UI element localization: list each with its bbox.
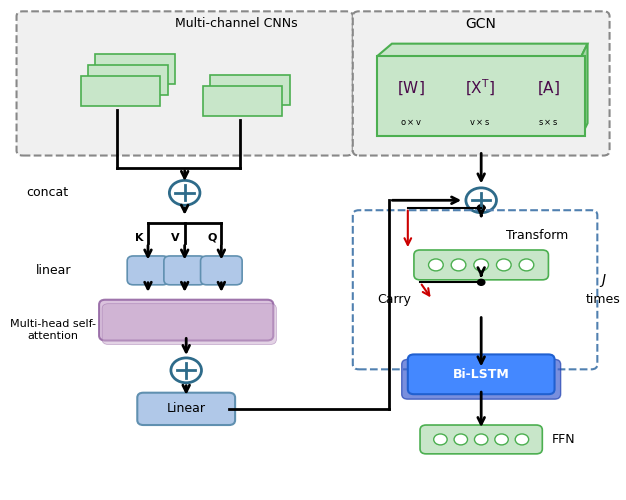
FancyBboxPatch shape — [414, 250, 548, 280]
Circle shape — [495, 434, 508, 445]
FancyBboxPatch shape — [402, 360, 561, 399]
Text: Bi-LSTM: Bi-LSTM — [453, 368, 510, 381]
FancyBboxPatch shape — [137, 392, 235, 425]
FancyBboxPatch shape — [88, 65, 168, 95]
Circle shape — [478, 205, 485, 210]
Text: times: times — [586, 293, 621, 306]
Circle shape — [466, 188, 496, 212]
Circle shape — [434, 434, 447, 445]
FancyBboxPatch shape — [203, 86, 282, 116]
Text: $\left[\mathrm{X}^{\mathrm{T}}\right]$: $\left[\mathrm{X}^{\mathrm{T}}\right]$ — [465, 78, 495, 98]
Text: $\mathrm{s \times s}$: $\mathrm{s \times s}$ — [538, 117, 559, 127]
Text: V: V — [171, 232, 180, 242]
FancyBboxPatch shape — [420, 425, 542, 454]
FancyBboxPatch shape — [95, 54, 175, 84]
Circle shape — [496, 259, 511, 271]
FancyBboxPatch shape — [102, 304, 276, 344]
Text: GCN: GCN — [466, 17, 496, 31]
Circle shape — [451, 259, 466, 271]
Circle shape — [478, 280, 485, 285]
Circle shape — [171, 358, 202, 383]
Text: $\left[\mathrm{A}\right]$: $\left[\mathrm{A}\right]$ — [537, 80, 560, 97]
FancyBboxPatch shape — [81, 76, 160, 106]
Circle shape — [515, 434, 529, 445]
Text: Multi-head self-
attention: Multi-head self- attention — [10, 320, 96, 341]
FancyBboxPatch shape — [210, 75, 290, 105]
Circle shape — [474, 259, 488, 271]
Circle shape — [454, 434, 468, 445]
Text: $\mathrm{o \times v}$: $\mathrm{o \times v}$ — [400, 117, 422, 127]
FancyBboxPatch shape — [408, 354, 555, 394]
Text: K: K — [135, 232, 143, 242]
Circle shape — [475, 434, 488, 445]
Text: concat: concat — [26, 186, 68, 200]
Text: J: J — [602, 273, 605, 287]
Circle shape — [170, 180, 200, 205]
Text: Carry: Carry — [377, 293, 411, 306]
Text: Linear: Linear — [167, 402, 206, 415]
FancyBboxPatch shape — [377, 56, 585, 136]
Circle shape — [429, 259, 443, 271]
Polygon shape — [377, 44, 588, 56]
Text: Transform: Transform — [506, 228, 568, 241]
Text: Q: Q — [207, 232, 217, 242]
FancyBboxPatch shape — [164, 256, 205, 285]
FancyBboxPatch shape — [200, 256, 242, 285]
Text: linear: linear — [36, 264, 71, 277]
Polygon shape — [582, 44, 588, 136]
FancyBboxPatch shape — [353, 12, 610, 156]
FancyBboxPatch shape — [99, 300, 274, 341]
Circle shape — [519, 259, 534, 271]
Text: FFN: FFN — [552, 433, 575, 446]
FancyBboxPatch shape — [127, 256, 169, 285]
FancyBboxPatch shape — [16, 12, 353, 156]
Text: Multi-channel CNNs: Multi-channel CNNs — [175, 18, 298, 30]
Text: $\left[\mathrm{W}\right]$: $\left[\mathrm{W}\right]$ — [397, 80, 424, 97]
Text: $\mathrm{v \times s}$: $\mathrm{v \times s}$ — [470, 117, 491, 127]
